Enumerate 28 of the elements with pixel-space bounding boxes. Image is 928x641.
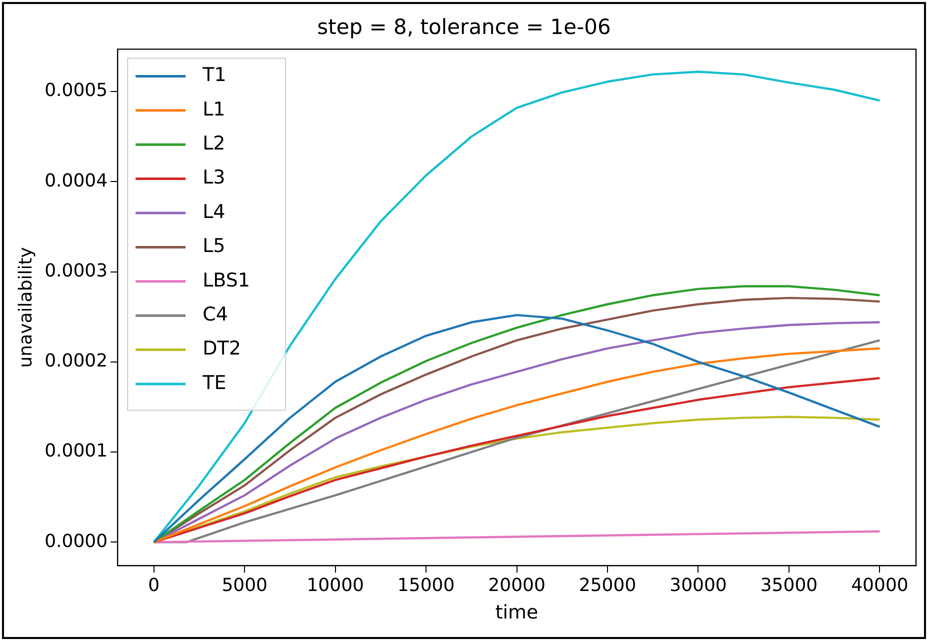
x-tick-label: 5000 <box>222 575 268 596</box>
y-tick-label: 0.0005 <box>44 80 108 102</box>
legend-label: T1 <box>202 64 226 86</box>
y-axis-title: unavailability <box>15 246 36 368</box>
x-tick-label: 25000 <box>578 575 636 596</box>
y-tick-label: 0.0001 <box>44 440 108 462</box>
legend-label: DT2 <box>202 338 241 360</box>
x-tick-label: 10000 <box>306 575 364 596</box>
x-tick-label: 15000 <box>397 575 455 596</box>
y-tick-label: 0.0000 <box>44 530 108 552</box>
legend-label: L3 <box>202 166 226 189</box>
chart-title: step = 8, tolerance = 1e-06 <box>317 15 611 40</box>
legend-label: L4 <box>202 200 226 223</box>
x-tick-label: 35000 <box>760 575 818 596</box>
legend-label: L1 <box>202 98 226 120</box>
y-tick-label: 0.0004 <box>44 170 108 192</box>
legend-label: L5 <box>202 235 226 258</box>
y-tick-label: 0.0003 <box>44 260 108 282</box>
legend-label: LBS1 <box>202 269 250 292</box>
x-axis-title: time <box>495 602 538 624</box>
x-tick-label: 0 <box>148 575 160 596</box>
x-tick-label: 40000 <box>851 575 908 596</box>
x-tick-label: 30000 <box>670 575 727 596</box>
legend-label: C4 <box>202 304 228 326</box>
legend-label: L2 <box>202 132 226 155</box>
x-tick-label: 20000 <box>488 575 546 596</box>
y-tick-label: 0.0002 <box>44 350 108 372</box>
legend-label: TE <box>202 372 226 394</box>
